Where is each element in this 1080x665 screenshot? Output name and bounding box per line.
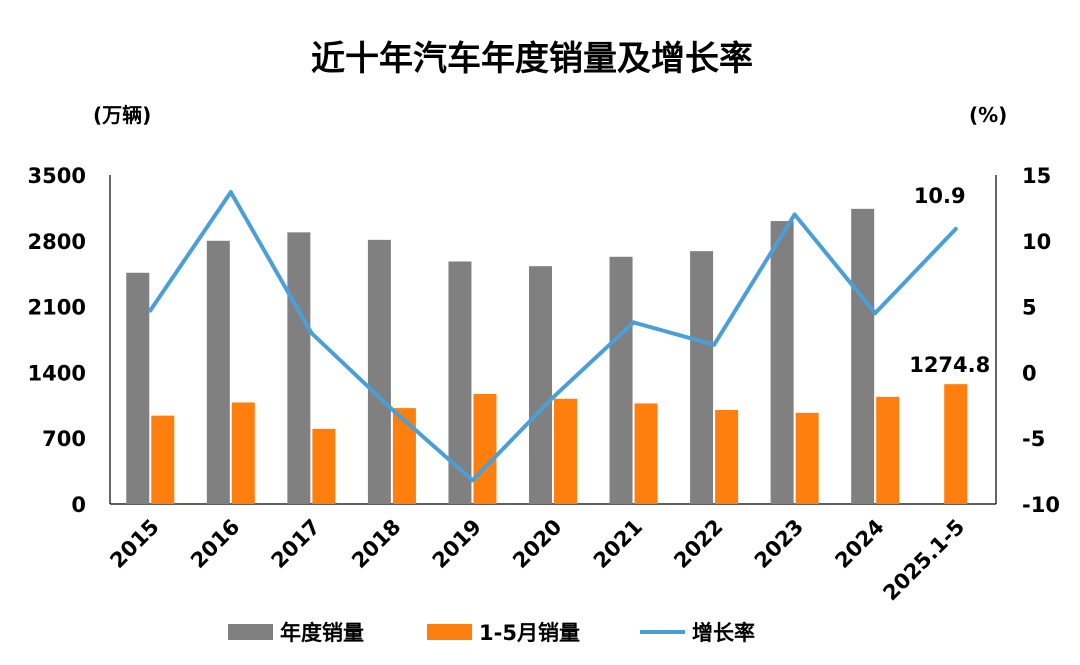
growth-rate-point [470,478,475,483]
right-tick-label: 0 [1022,361,1037,385]
bar-jan-may-sales [392,408,416,504]
bar-annual-sales [287,232,311,504]
growth-rate-point [873,311,878,316]
bar-annual-sales [770,221,794,504]
growth-rate-point [712,342,717,347]
data-label-growth-2025: 10.9 [914,184,966,208]
right-tick-label: 15 [1022,164,1051,188]
bar-jan-may-sales [554,398,577,504]
legend-swatch [228,624,273,640]
plot-area: 0 700 1400 2100 2800 3500 -10 -5 0 5 10 15 1274.8 10.… [28,164,1060,605]
x-tick-label: 2019 [428,515,486,573]
bar-jan-may-sales [715,410,739,504]
growth-rate-point [953,226,958,231]
growth-rate-point [551,395,555,400]
right-axis-unit: (%) [969,103,1007,127]
left-tick-label: 700 [42,427,86,451]
bar-jan-may-sales [312,428,336,504]
bar-jan-may-sales [231,402,255,504]
growth-rate-line [148,190,958,483]
right-tick-label: 10 [1022,230,1051,254]
legend-label: 1-5月销量 [479,621,580,645]
bar-jan-may-sales [944,384,968,504]
legend-label: 增长率 [692,621,755,645]
legend-swatch [427,624,472,640]
bar-jan-may-sales [634,403,658,504]
bar-jan-may-sales [795,412,819,504]
bar-jan-may-sales [876,396,900,504]
right-tick-label: -10 [1022,493,1060,517]
bar-annual-sales [448,261,472,504]
bar-annual-sales [690,251,714,504]
x-tick-label: 2015 [106,515,164,573]
bar-annual-sales [206,240,230,505]
x-tick-label: 2024 [830,515,888,573]
legend: 年度销量 1-5月销量 增长率 [228,621,755,645]
bar-jan-may-sales [151,415,175,504]
growth-rate-point [309,330,314,335]
x-tick-label: 2020 [508,515,566,573]
left-tick-label: 0 [71,493,86,517]
left-tick-label: 2100 [28,296,86,320]
x-tick-label: 2022 [669,515,727,573]
right-tick-label: -5 [1022,427,1045,451]
left-tick-label: 3500 [28,164,86,188]
left-tick-label: 1400 [28,361,86,385]
growth-rate-point [228,190,233,195]
bar-annual-sales [529,266,552,504]
bar-annual-sales [367,239,391,505]
growth-rate-point [792,212,797,217]
x-tick-label: 2025.1-5 [878,515,969,606]
data-label-jan-may-2025: 1274.8 [909,353,990,377]
x-tick-label: 2016 [186,515,244,573]
bar-annual-sales [126,272,150,504]
bar-annual-sales [609,256,633,504]
growth-rate-point [148,308,153,313]
x-tick-label: 2021 [589,515,647,573]
x-tick-label: 2017 [267,515,325,573]
x-tick-label: 2018 [347,515,405,573]
right-tick-label: 5 [1022,296,1037,320]
legend-label: 年度销量 [280,621,364,645]
growth-rate-point [389,407,394,412]
bar-annual-sales [851,208,875,504]
bar-jan-may-sales [473,394,497,504]
chart-title: 近十年汽车年度销量及增长率 [311,39,753,79]
growth-rate-point [631,320,636,325]
left-axis-unit: (万辆) [93,103,151,127]
left-tick-label: 2800 [28,230,86,254]
x-tick-label: 2023 [750,515,808,573]
